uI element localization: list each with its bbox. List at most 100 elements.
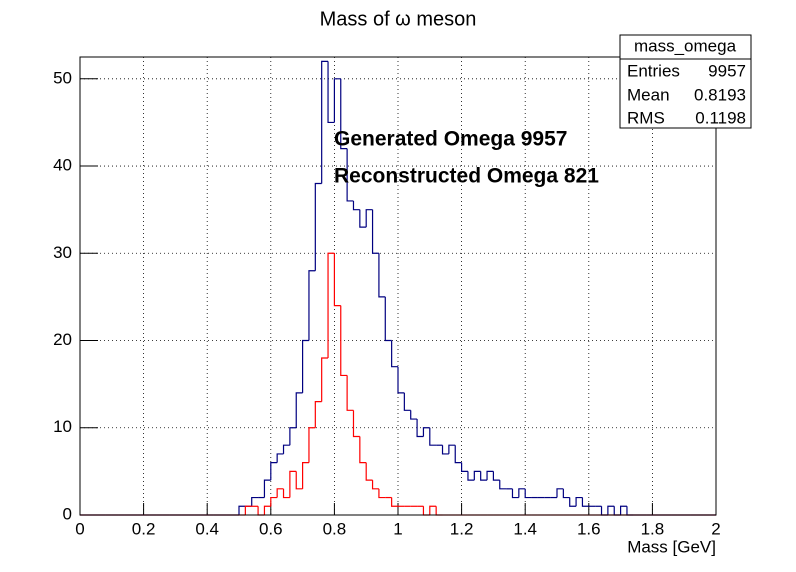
- histogram-bin: [499, 480, 507, 490]
- stats-value: 0.8193: [694, 85, 746, 104]
- histogram-bin: [295, 392, 303, 428]
- y-tick-label: 20: [53, 330, 72, 349]
- histogram-bin: [321, 357, 329, 402]
- histogram-bin: [461, 462, 468, 472]
- histogram-bin: [289, 470, 297, 498]
- stats-key: RMS: [627, 108, 665, 127]
- histogram-bin: [422, 427, 430, 437]
- histogram-bin: [340, 78, 348, 150]
- histogram-bin: [429, 505, 437, 515]
- histogram-bin: [359, 436, 367, 464]
- histogram-bin: [486, 470, 494, 481]
- annotation: Generated Omega 9957: [334, 128, 567, 151]
- histogram-bin: [378, 253, 386, 298]
- histogram-bin: [448, 444, 456, 454]
- histogram-bin: [352, 200, 360, 211]
- histogram-bin: [238, 505, 246, 515]
- y-tick-label: 10: [53, 417, 72, 436]
- stats-frame: [619, 34, 752, 129]
- annotation: Reconstructed Omega 821: [334, 165, 599, 188]
- histogram-bin: [524, 488, 532, 499]
- histogram-bin: [581, 497, 589, 507]
- x-tick-label: 1.6: [577, 519, 601, 538]
- x-tick-label: 0.4: [195, 519, 219, 538]
- histogram-bin: [346, 148, 354, 202]
- y-tick-label: 0: [63, 504, 72, 523]
- y-tick-label: 50: [53, 68, 72, 87]
- histogram-bin: [314, 400, 322, 428]
- histogram-bin: [276, 453, 284, 463]
- histogram-bin: [384, 296, 392, 342]
- histogram-bin: [333, 78, 341, 123]
- histogram-bin: [607, 505, 615, 515]
- histogram-bin: [276, 488, 284, 498]
- histogram-bin: [371, 209, 379, 254]
- x-tick-label: 1.4: [513, 519, 537, 538]
- y-tick-label: 40: [53, 156, 72, 175]
- histogram-bin: [263, 479, 271, 498]
- histogram-bin: [282, 488, 290, 499]
- histogram-bin: [302, 339, 309, 393]
- histogram-bin: [620, 505, 627, 515]
- stats-value: 9957: [708, 61, 746, 80]
- x-tick-label: 0.6: [259, 519, 283, 538]
- y-tick-label: 30: [53, 243, 72, 262]
- histogram-bin: [289, 427, 297, 446]
- histogram-bin: [327, 61, 335, 124]
- histogram-bin: [365, 209, 373, 228]
- histogram-bin: [416, 419, 424, 438]
- histogram-bin: [562, 488, 570, 499]
- x-tick-label: 0.2: [132, 519, 156, 538]
- histogram-bin: [308, 270, 316, 341]
- histogram-bin: [403, 392, 411, 411]
- histogram-bin: [429, 427, 437, 446]
- stats-key: Mean: [627, 85, 670, 104]
- chart-title: Mass of ω meson: [320, 8, 477, 30]
- histogram-bin: [321, 60, 329, 184]
- histogram-bin: [556, 488, 564, 498]
- histogram-bin: [575, 496, 583, 507]
- histogram-bin: [397, 366, 405, 394]
- histogram-bin: [270, 462, 278, 481]
- x-tick-label: 1.2: [450, 519, 474, 538]
- histogram-bin: [314, 182, 322, 271]
- histogram-bin: [518, 488, 526, 498]
- stats-key: Entries: [627, 61, 680, 80]
- histogram-bin: [352, 410, 360, 438]
- histogram-bin: [371, 480, 379, 490]
- histogram-bin: [480, 471, 488, 481]
- x-axis-label: Mass [GeV]: [627, 537, 716, 556]
- stats-value: 0.1198: [695, 108, 746, 127]
- histogram-bin: [295, 471, 303, 490]
- histogram-bin: [244, 505, 252, 515]
- histogram-bin: [327, 252, 335, 358]
- histogram-bin: [391, 497, 398, 507]
- x-tick-label: 1: [393, 519, 402, 538]
- histogram-bin: [282, 444, 290, 454]
- stats-box: mass_omega Entries 9957 Mean 0.8193 RMS …: [619, 34, 752, 129]
- x-tick-label: 2: [711, 519, 720, 538]
- histogram-bin: [359, 209, 367, 228]
- histogram-bin: [441, 445, 449, 455]
- histogram-bin: [346, 375, 354, 411]
- histogram-bin: [302, 462, 309, 489]
- histogram-bin: [365, 462, 373, 481]
- histogram-bin: [492, 471, 500, 481]
- x-tick-label: 0.8: [323, 519, 347, 538]
- x-tick-label: 0: [75, 519, 84, 538]
- histogram-bin: [378, 488, 386, 499]
- histogram-bin: [467, 471, 475, 481]
- histogram-bin: [569, 497, 577, 507]
- x-tick-label: 1.8: [641, 519, 665, 538]
- histogram-bin: [391, 340, 398, 368]
- histogram-bin: [333, 253, 341, 307]
- stats-title: mass_omega: [634, 36, 737, 55]
- histogram-bin: [473, 470, 481, 481]
- histogram-bin: [410, 410, 418, 420]
- frame: [79, 56, 717, 516]
- histogram-bin: [263, 505, 271, 515]
- histogram-bin: [270, 496, 278, 507]
- histogram-bin: [251, 496, 259, 507]
- histogram-bin: [340, 305, 348, 377]
